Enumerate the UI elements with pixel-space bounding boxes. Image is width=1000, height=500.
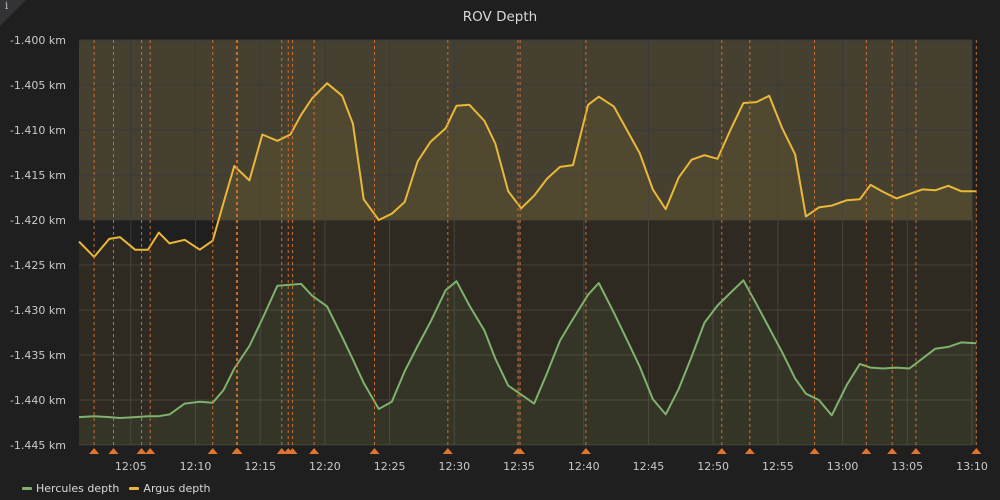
info-icon[interactable]: i (5, 1, 9, 12)
annotation-marker[interactable] (276, 448, 287, 454)
x-tick-label: 13:10 (956, 460, 988, 473)
annotation-marker[interactable] (145, 448, 156, 454)
annotation-marker[interactable] (861, 448, 872, 454)
series-line-argus-depth (78, 82, 977, 258)
annotation-marker[interactable] (971, 448, 982, 454)
annotation-marker[interactable] (809, 448, 820, 454)
y-tick-label: -1.415 km (10, 169, 66, 182)
y-tick-label: -1.425 km (10, 259, 66, 272)
panel-title: ROV Depth (462, 9, 538, 25)
series-area-hercules-depth (79, 280, 977, 445)
y-tick-label: -1.440 km (10, 394, 66, 407)
y-tick-label: -1.410 km (10, 124, 66, 137)
x-tick-label: 12:45 (633, 460, 665, 473)
x-tick-label: 13:00 (827, 460, 859, 473)
x-tick-label: 12:55 (762, 460, 794, 473)
legend-label-hercules: Hercules depth (36, 482, 120, 495)
x-tick-label: 12:30 (438, 460, 470, 473)
y-tick-label: -1.420 km (10, 214, 66, 227)
annotation-marker[interactable] (108, 448, 119, 454)
y-tick-label: -1.435 km (10, 349, 66, 362)
annotation-marker[interactable] (309, 448, 320, 454)
series-area-argus-depth (79, 83, 977, 445)
annotation-marker[interactable] (369, 448, 380, 454)
x-tick-label: 12:35 (503, 460, 535, 473)
x-tick-label: 13:05 (891, 460, 923, 473)
x-tick-label: 12:05 (115, 460, 147, 473)
y-tick-label: -1.445 km (10, 439, 66, 452)
x-tick-label: 12:40 (568, 460, 600, 473)
annotation-marker[interactable] (89, 448, 100, 454)
legend-swatch-hercules (22, 487, 32, 490)
series-line-hercules-depth (78, 279, 977, 419)
annotation-marker[interactable] (207, 448, 218, 454)
y-tick-label: -1.430 km (10, 304, 66, 317)
x-tick-label: 12:20 (309, 460, 341, 473)
legend-item-argus[interactable]: Argus depth (129, 482, 210, 495)
annotation-marker[interactable] (232, 448, 243, 454)
annotation-marker[interactable] (580, 448, 591, 454)
x-tick-label: 12:15 (244, 460, 276, 473)
legend-swatch-argus (129, 487, 140, 490)
annotation-marker[interactable] (442, 448, 453, 454)
legend: Hercules depth Argus depth (22, 482, 210, 495)
annotation-marker[interactable] (136, 448, 147, 454)
x-tick-label: 12:10 (180, 460, 212, 473)
annotation-marker[interactable] (887, 448, 898, 454)
annotation-marker[interactable] (287, 448, 298, 454)
y-tick-label: -1.405 km (10, 79, 66, 92)
legend-item-hercules[interactable]: Hercules depth (22, 482, 119, 495)
annotation-marker[interactable] (515, 448, 526, 454)
annotation-marker[interactable] (744, 448, 755, 454)
panel-info-corner[interactable] (0, 0, 26, 26)
x-tick-label: 12:25 (374, 460, 406, 473)
legend-label-argus: Argus depth (143, 482, 211, 495)
y-tick-label: -1.400 km (10, 34, 66, 47)
annotation-marker[interactable] (910, 448, 921, 454)
x-tick-label: 12:50 (697, 460, 729, 473)
annotation-marker[interactable] (716, 448, 727, 454)
